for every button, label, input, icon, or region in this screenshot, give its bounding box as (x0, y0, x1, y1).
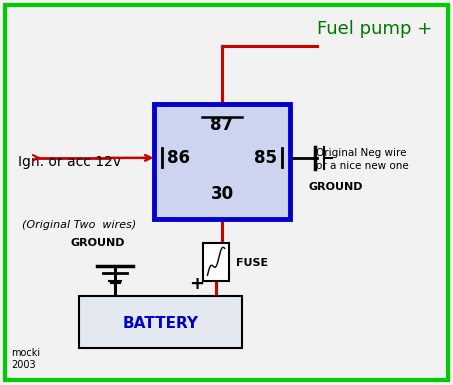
Text: Original Neg wire
or a nice new one: Original Neg wire or a nice new one (316, 148, 409, 171)
Bar (203, 243, 229, 281)
Text: +: + (189, 275, 204, 293)
Text: 85: 85 (254, 149, 276, 167)
Text: GROUND: GROUND (70, 238, 125, 248)
Text: (Original Two  wires): (Original Two wires) (22, 220, 136, 230)
Text: GROUND: GROUND (309, 182, 363, 192)
Text: 86: 86 (168, 149, 190, 167)
Text: 30: 30 (210, 186, 234, 203)
Text: Ign. or acc 12v: Ign. or acc 12v (18, 155, 121, 169)
Text: −: − (108, 275, 123, 293)
Text: FUSE: FUSE (236, 258, 268, 268)
Text: 87: 87 (210, 116, 234, 134)
Bar (79, 296, 242, 348)
Text: mocki
2003: mocki 2003 (11, 348, 40, 370)
Bar (154, 104, 290, 219)
Text: BATTERY: BATTERY (123, 316, 199, 331)
Text: Fuel pump +: Fuel pump + (317, 20, 432, 38)
